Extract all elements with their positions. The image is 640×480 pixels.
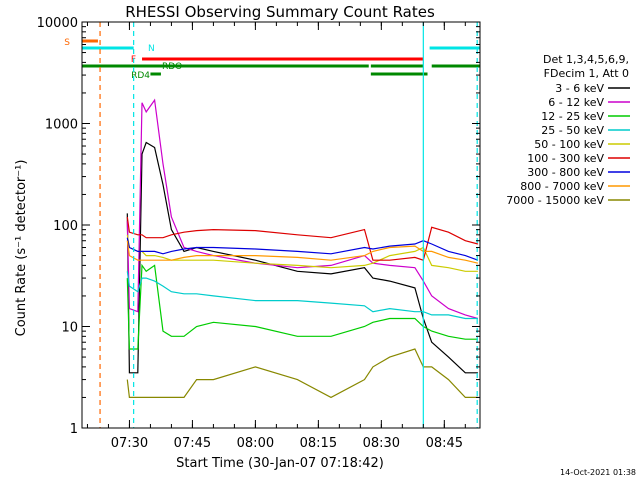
x-tick-label: 07:30 bbox=[111, 436, 148, 451]
x-tick-label: 08:00 bbox=[237, 436, 274, 451]
x-axis-label: Start Time (30-Jan-07 07:18:42) bbox=[176, 456, 384, 471]
series-line-4 bbox=[126, 271, 478, 320]
legend-item-label: 800 - 7000 keV bbox=[520, 180, 604, 193]
y-tick-label: 10 bbox=[61, 321, 78, 336]
x-tick-label: 08:45 bbox=[426, 436, 463, 451]
time-markers bbox=[99, 22, 478, 428]
legend-item-label: 300 - 800 keV bbox=[527, 166, 604, 179]
series-line-5 bbox=[126, 234, 478, 272]
flag-label-rdo: RDO bbox=[162, 62, 182, 72]
plot-frame bbox=[81, 21, 481, 429]
legend: Det 1,3,4,5,6,9,FDecim 1, Att 0 3 - 6 keV… bbox=[506, 53, 630, 207]
series-line-2 bbox=[126, 98, 479, 320]
flag-label-rd4: RD4 bbox=[131, 71, 150, 81]
legend-item-label: 50 - 100 keV bbox=[534, 138, 604, 151]
flag-label-n: N bbox=[148, 44, 155, 54]
chart-title: RHESSI Observing Summary Count Rates bbox=[125, 3, 435, 21]
series-line-3 bbox=[126, 263, 478, 350]
timestamp: 14-Oct-2021 01:38 bbox=[560, 468, 636, 477]
series-line-7 bbox=[126, 237, 479, 261]
x-tick-label: 07:45 bbox=[174, 436, 211, 451]
series-line-1 bbox=[126, 141, 478, 374]
legend-header-line: FDecim 1, Att 0 bbox=[544, 67, 629, 80]
legend-item-label: 100 - 300 keV bbox=[527, 152, 604, 165]
legend-item-label: 12 - 25 keV bbox=[541, 110, 604, 123]
y-tick-label: 1000 bbox=[45, 118, 78, 133]
y-axis-label: Count Rate (s⁻¹ detector⁻¹) bbox=[14, 160, 29, 337]
y-tick-label: 100 bbox=[53, 219, 78, 234]
x-tick-label: 08:30 bbox=[363, 436, 400, 451]
flag-bars: SNFRDORD4 bbox=[64, 38, 480, 81]
legend-item-label: 25 - 50 keV bbox=[541, 124, 604, 137]
legend-item-label: 3 - 6 keV bbox=[555, 82, 604, 95]
series-line-8 bbox=[126, 240, 479, 264]
series-line-6 bbox=[126, 216, 479, 261]
axes: 1 10 100 1000 10000 07:30 07:45 08:00 08:15 08:30… bbox=[37, 16, 481, 451]
flag-label-s: S bbox=[64, 38, 70, 48]
legend-header-line: Det 1,3,4,5,6,9, bbox=[543, 53, 629, 66]
y-tick-label: 1 bbox=[70, 422, 78, 437]
legend-item-label: 6 - 12 keV bbox=[548, 96, 604, 109]
legend-item-label: 7000 - 15000 keV bbox=[506, 194, 604, 207]
series-line-9 bbox=[126, 348, 478, 399]
x-tick-label: 08:15 bbox=[300, 436, 337, 451]
y-tick-label: 10000 bbox=[37, 16, 78, 31]
series-lines bbox=[126, 98, 479, 399]
